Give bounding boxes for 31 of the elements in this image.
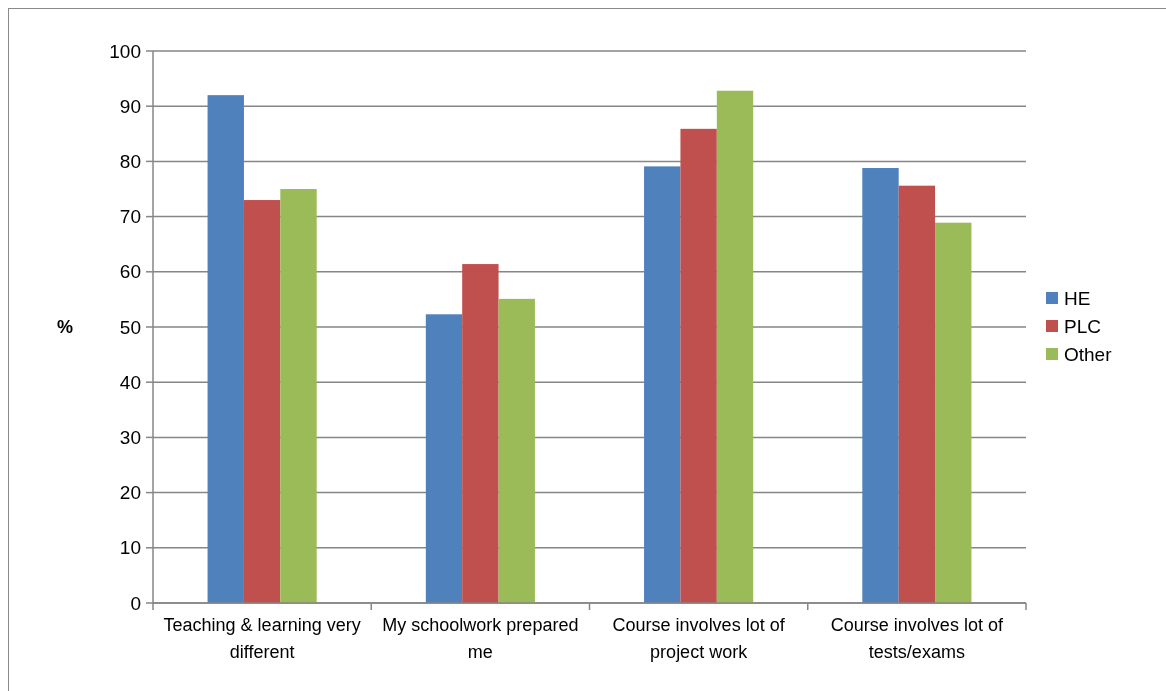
bar (644, 166, 681, 603)
bar (243, 200, 281, 603)
y-tick-label: 0 (130, 592, 141, 614)
bar (862, 168, 899, 603)
y-tick-label: 60 (119, 261, 141, 283)
x-tick-label: My schoolwork prepared me (382, 615, 579, 662)
y-tick-label: 10 (119, 537, 141, 559)
bar (280, 189, 317, 603)
legend-label: HE (1064, 287, 1091, 309)
bar (898, 185, 936, 603)
bar (935, 222, 972, 603)
y-axis-title: % (56, 317, 74, 338)
legend-label: PLC (1064, 315, 1101, 337)
y-tick-label: 90 (119, 95, 141, 117)
bar (462, 264, 499, 603)
y-tick-label: 30 (119, 427, 141, 449)
y-tick-label: 50 (119, 316, 141, 338)
y-tick-label: 40 (119, 371, 141, 393)
x-tick-label: Course involves lot of tests/exams (830, 615, 1004, 662)
x-tick-label: Teaching & learning very different (163, 615, 361, 662)
bar (207, 95, 244, 603)
y-tick-label: 70 (119, 206, 141, 228)
legend-label: Other (1064, 343, 1113, 365)
y-tick-label: 80 (119, 151, 141, 173)
bar (716, 90, 754, 603)
bar (498, 298, 535, 603)
x-tick-label: Course involves lot of project work (612, 615, 786, 662)
bar (680, 128, 717, 603)
y-tick-label: 20 (119, 482, 141, 504)
bar (425, 314, 463, 603)
y-tick-label: 100 (109, 40, 141, 62)
